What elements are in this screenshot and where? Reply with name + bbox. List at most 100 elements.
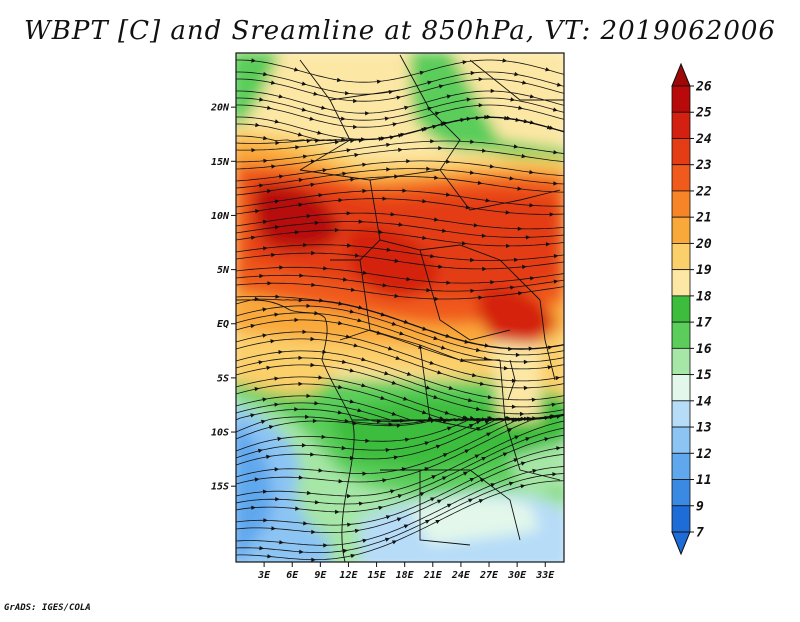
streamline-arrow [346, 493, 352, 499]
streamline-arrow [525, 235, 531, 240]
streamline-arrow [468, 424, 474, 428]
streamline-arrow [361, 357, 367, 362]
streamline-arrow [553, 279, 559, 284]
streamline-arrow [390, 212, 396, 217]
streamline-arrow [378, 136, 384, 142]
map-frame [235, 52, 565, 563]
streamline-arrow [337, 410, 343, 415]
streamline-arrow [279, 265, 284, 270]
streamline-arrow [267, 554, 272, 559]
streamline-arrow [421, 127, 427, 132]
streamline-arrow [523, 385, 529, 391]
streamline-arrow [380, 312, 386, 317]
lon-tick-label: 15E [368, 570, 387, 581]
streamline-arrow [549, 415, 555, 420]
streamline-arrow [544, 437, 550, 442]
streamline-arrow [481, 233, 487, 238]
streamline-arrow [384, 371, 389, 376]
streamline-arrow [362, 471, 367, 476]
streamline-arrow [478, 77, 484, 82]
streamline-arrow [440, 345, 446, 350]
streamline-arrow [310, 452, 315, 457]
colorbar-label: 21 [695, 211, 712, 226]
streamline [236, 446, 564, 526]
streamline-arrow [254, 477, 260, 482]
lat-tick-label: 15S [211, 482, 229, 493]
streamline-arrow [341, 445, 347, 451]
streamline-arrow [474, 454, 480, 459]
streamline-arrow [250, 413, 256, 418]
streamline-arrow [484, 343, 490, 348]
streamline-arrow [406, 277, 412, 282]
streamline-arrow [305, 414, 310, 419]
lon-tick-label: 9E [314, 570, 327, 581]
streamline [236, 266, 564, 284]
streamline-arrow [275, 497, 280, 502]
lon-tick-label: 21E [423, 570, 443, 581]
streamline-arrow [306, 393, 311, 398]
streamline-arrow [521, 153, 527, 159]
streamline-arrow [338, 479, 344, 484]
streamline-arrow [271, 252, 276, 258]
streamline-arrow [439, 416, 445, 421]
streamline [236, 189, 564, 208]
streamline-arrow [278, 94, 284, 99]
streamline-arrow [267, 189, 272, 194]
colorbar-swatch [671, 111, 691, 139]
streamline [236, 295, 564, 350]
colorbar-swatch [671, 190, 691, 218]
streamline [236, 71, 564, 95]
streamline-arrow [552, 472, 557, 477]
latitude-axis: 20N 15N 10N 5N EQ 5S 10S 15S [210, 103, 236, 493]
streamline-arrow [386, 247, 392, 252]
streamline-arrow [514, 71, 519, 77]
colorbar-swatch [671, 479, 691, 507]
streamline-arrow [490, 280, 495, 285]
streamline-arrow [430, 254, 435, 259]
streamline-arrow [515, 352, 521, 358]
streamline-arrow [341, 359, 347, 364]
streamline-arrow [321, 105, 326, 110]
colorbar-swatch [671, 295, 691, 323]
streamline-arrow [275, 140, 280, 146]
colorbar-bottom-arrow [671, 531, 691, 556]
streamline-arrow [298, 475, 304, 480]
lon-tick-label: 3E [257, 570, 271, 581]
colorbar-swatch [671, 347, 691, 375]
streamline-arrow [384, 537, 390, 542]
lon-tick-label: 27E [479, 570, 499, 581]
streamline-arrow [262, 397, 268, 402]
streamline-arrow [427, 415, 433, 420]
streamline-arrow [270, 80, 276, 85]
streamline-arrow [295, 506, 300, 511]
streamline-arrow [391, 411, 397, 416]
streamline-arrow [481, 457, 487, 461]
streamline-arrow [556, 446, 561, 451]
streamline-arrow [396, 423, 402, 428]
streamline-arrow [274, 225, 280, 230]
streamline-arrow [314, 500, 320, 505]
streamline-arrow [504, 115, 509, 121]
streamline-arrow [527, 416, 532, 421]
streamline-arrow [529, 170, 534, 175]
streamline-arrow [430, 497, 436, 502]
colorbar-label: 12 [696, 447, 712, 462]
streamline-arrow [507, 428, 513, 433]
streamline-arrow [298, 178, 304, 183]
streamline-arrow [424, 441, 430, 446]
streamline-arrow [353, 343, 359, 348]
streamline [236, 198, 564, 215]
streamline-arrow [506, 243, 511, 249]
streamline-arrow [442, 453, 448, 458]
streamline-arrow [334, 227, 340, 233]
streamline-arrow [503, 366, 509, 371]
streamline-arrow [311, 282, 316, 287]
streamline-arrow [338, 301, 344, 306]
streamline-arrow [318, 193, 324, 198]
streamline-arrow [357, 318, 363, 323]
streamline-arrow [441, 476, 447, 481]
streamline-arrow [382, 478, 388, 483]
streamline-arrow [362, 188, 367, 194]
lon-tick-label: 18E [396, 570, 415, 581]
streamline-arrow [438, 264, 443, 269]
